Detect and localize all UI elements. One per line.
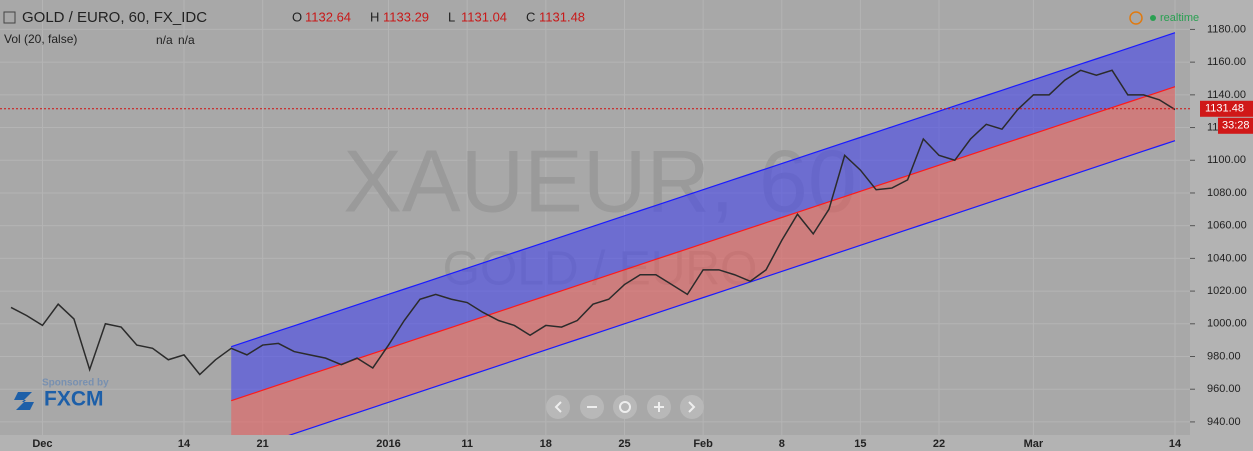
ohlc-key: O <box>292 9 302 24</box>
last-price-label: 1131.48 <box>1205 103 1244 115</box>
x-tick-label: 25 <box>618 438 630 450</box>
price-line <box>10 69 1176 376</box>
scroll-right-button[interactable] <box>680 395 704 419</box>
ohlc: O 1132.64 H 1133.29 L 1131.04 C 1131.48 <box>292 9 585 24</box>
ohlc-key: C <box>526 9 535 24</box>
channel-upper <box>231 32 1176 348</box>
clock-icon <box>1129 11 1143 25</box>
channel-upper-fill <box>231 32 1176 401</box>
y-tick-label: 1020.00 <box>1207 285 1247 297</box>
ohlc-value: 1132.64 <box>305 9 351 24</box>
x-tick-label: 11 <box>461 438 473 450</box>
status: realtime <box>1160 12 1199 24</box>
x-tick-label: 14 <box>1169 438 1182 450</box>
x-tick-label: 15 <box>854 438 866 450</box>
y-tick-label: 1060.00 <box>1207 220 1247 232</box>
x-tick-label: 22 <box>933 438 945 450</box>
countdown-label: 33:28 <box>1222 120 1250 132</box>
last-price-tag <box>1200 100 1253 117</box>
x-tick-label: 2016 <box>376 438 400 450</box>
y-tick-label: 940.00 <box>1207 416 1241 428</box>
ohlc-value: 1133.29 <box>383 9 429 24</box>
sponsor-brand: FXCM <box>44 388 104 411</box>
reset-icon <box>619 401 631 413</box>
time-axis <box>0 435 1190 451</box>
y-tick-label: 1160.00 <box>1207 56 1246 68</box>
header: GOLD / EURO, 60, FX_IDC O 1132.64 H 1133.29… <box>3 9 1199 47</box>
sponsor-logo <box>14 392 34 410</box>
plot <box>10 32 1176 435</box>
x-tick-label: 8 <box>779 438 785 450</box>
volume-value: n/a <box>178 33 195 47</box>
channel-lower <box>288 140 1176 435</box>
scroll-left-button[interactable] <box>546 395 570 419</box>
y-tick-label: 1000.00 <box>1207 318 1247 330</box>
y-tick-label: 960.00 <box>1207 383 1241 395</box>
y-tick-label: 1100.00 <box>1207 154 1246 166</box>
status-dot <box>1150 15 1156 21</box>
ohlc-key: L <box>448 9 455 24</box>
control-icons <box>554 401 696 413</box>
x-tick-label: Dec <box>32 438 52 450</box>
y-tick-label: 1040.00 <box>1207 252 1247 264</box>
plot-area <box>0 0 1190 435</box>
x-tick-label: 21 <box>257 438 269 450</box>
sponsor: Sponsored by FXCM <box>14 378 109 411</box>
ohlc-value: 1131.48 <box>539 9 585 24</box>
y-tick-label: 980.00 <box>1207 350 1241 362</box>
x-tick-label: 14 <box>178 438 191 450</box>
y-tick-label: 1180.00 <box>1207 23 1246 35</box>
collapse-icon[interactable] <box>3 11 16 24</box>
y-tick-label: 1140.00 <box>1207 89 1246 101</box>
sponsor-label: Sponsored by <box>42 378 109 389</box>
price-axis <box>1190 0 1253 451</box>
ohlc-value: 1131.04 <box>461 9 507 24</box>
reset-button[interactable] <box>613 395 637 419</box>
symbol-title: GOLD / EURO, 60, FX_IDC <box>22 9 207 26</box>
volume-value: n/a <box>156 33 173 47</box>
y-tick-label: 1080.00 <box>1207 187 1247 199</box>
x-tick-label: Feb <box>693 438 713 450</box>
zoom-controls <box>546 395 704 419</box>
ohlc-key: H <box>370 9 379 24</box>
channel-middle <box>231 86 1176 402</box>
countdown-tag <box>1218 117 1253 134</box>
x-tick-label: 18 <box>540 438 552 450</box>
x-tick-label: Mar <box>1024 438 1044 450</box>
channel-lower-fill <box>231 86 1175 435</box>
volume-label: Vol (20, false) <box>4 32 77 46</box>
